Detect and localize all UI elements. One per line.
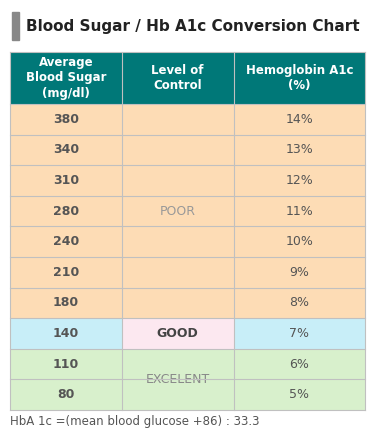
Text: 80: 80 [57, 388, 75, 401]
Text: 280: 280 [53, 205, 79, 217]
Bar [234, 165, 365, 196]
Text: 6%: 6% [290, 358, 309, 370]
Text: 110: 110 [53, 358, 79, 370]
Text: EXCELENT: EXCELENT [146, 373, 210, 386]
Bar [10, 318, 122, 349]
Bar [234, 196, 365, 226]
Bar [234, 379, 365, 410]
Bar [10, 165, 122, 196]
Text: 13%: 13% [285, 143, 313, 157]
Bar [122, 165, 234, 196]
Bar [122, 196, 234, 226]
Text: GOOD: GOOD [157, 327, 199, 340]
Bar [122, 226, 234, 257]
Bar [122, 349, 234, 379]
Text: 7%: 7% [290, 327, 309, 340]
Text: HbA 1c =(mean blood glucose +86) : 33.3: HbA 1c =(mean blood glucose +86) : 33.3 [10, 415, 260, 429]
Bar [234, 104, 365, 135]
Text: 380: 380 [53, 113, 79, 126]
Bar [10, 104, 122, 135]
Bar [10, 379, 122, 410]
Bar [234, 288, 365, 318]
Bar [122, 288, 234, 318]
Bar [122, 257, 234, 288]
Text: Blood Sugar / Hb A1c Conversion Chart: Blood Sugar / Hb A1c Conversion Chart [26, 19, 360, 34]
Bar [10, 135, 122, 165]
Bar [10, 257, 122, 288]
Text: Average
Blood Sugar
(mg/dl): Average Blood Sugar (mg/dl) [26, 56, 106, 100]
Bar [10, 349, 122, 379]
Text: 310: 310 [53, 174, 79, 187]
Bar [234, 226, 365, 257]
Bar [234, 318, 365, 349]
Bar [122, 318, 234, 349]
Bar [10, 52, 122, 104]
Bar [122, 104, 234, 135]
Bar [234, 52, 365, 104]
Bar [122, 135, 234, 165]
Bar [234, 349, 365, 379]
Text: 210: 210 [53, 266, 79, 279]
Text: 9%: 9% [290, 266, 309, 279]
Text: 10%: 10% [285, 235, 313, 248]
Text: 140: 140 [53, 327, 79, 340]
Text: 14%: 14% [285, 113, 313, 126]
Text: 5%: 5% [290, 388, 309, 401]
Bar [10, 226, 122, 257]
Text: POOR: POOR [160, 205, 196, 217]
Bar [10, 196, 122, 226]
Bar [234, 257, 365, 288]
Text: 12%: 12% [285, 174, 313, 187]
Text: 180: 180 [53, 296, 79, 310]
Bar [122, 52, 234, 104]
Text: 8%: 8% [290, 296, 309, 310]
Bar [10, 288, 122, 318]
Text: Level of
Control: Level of Control [152, 64, 204, 92]
Bar [234, 135, 365, 165]
Text: 240: 240 [53, 235, 79, 248]
Text: Hemoglobin A1c
(%): Hemoglobin A1c (%) [246, 64, 353, 92]
Bar [12, 12, 19, 40]
Bar [122, 379, 234, 410]
Text: 11%: 11% [285, 205, 313, 217]
Text: 340: 340 [53, 143, 79, 157]
